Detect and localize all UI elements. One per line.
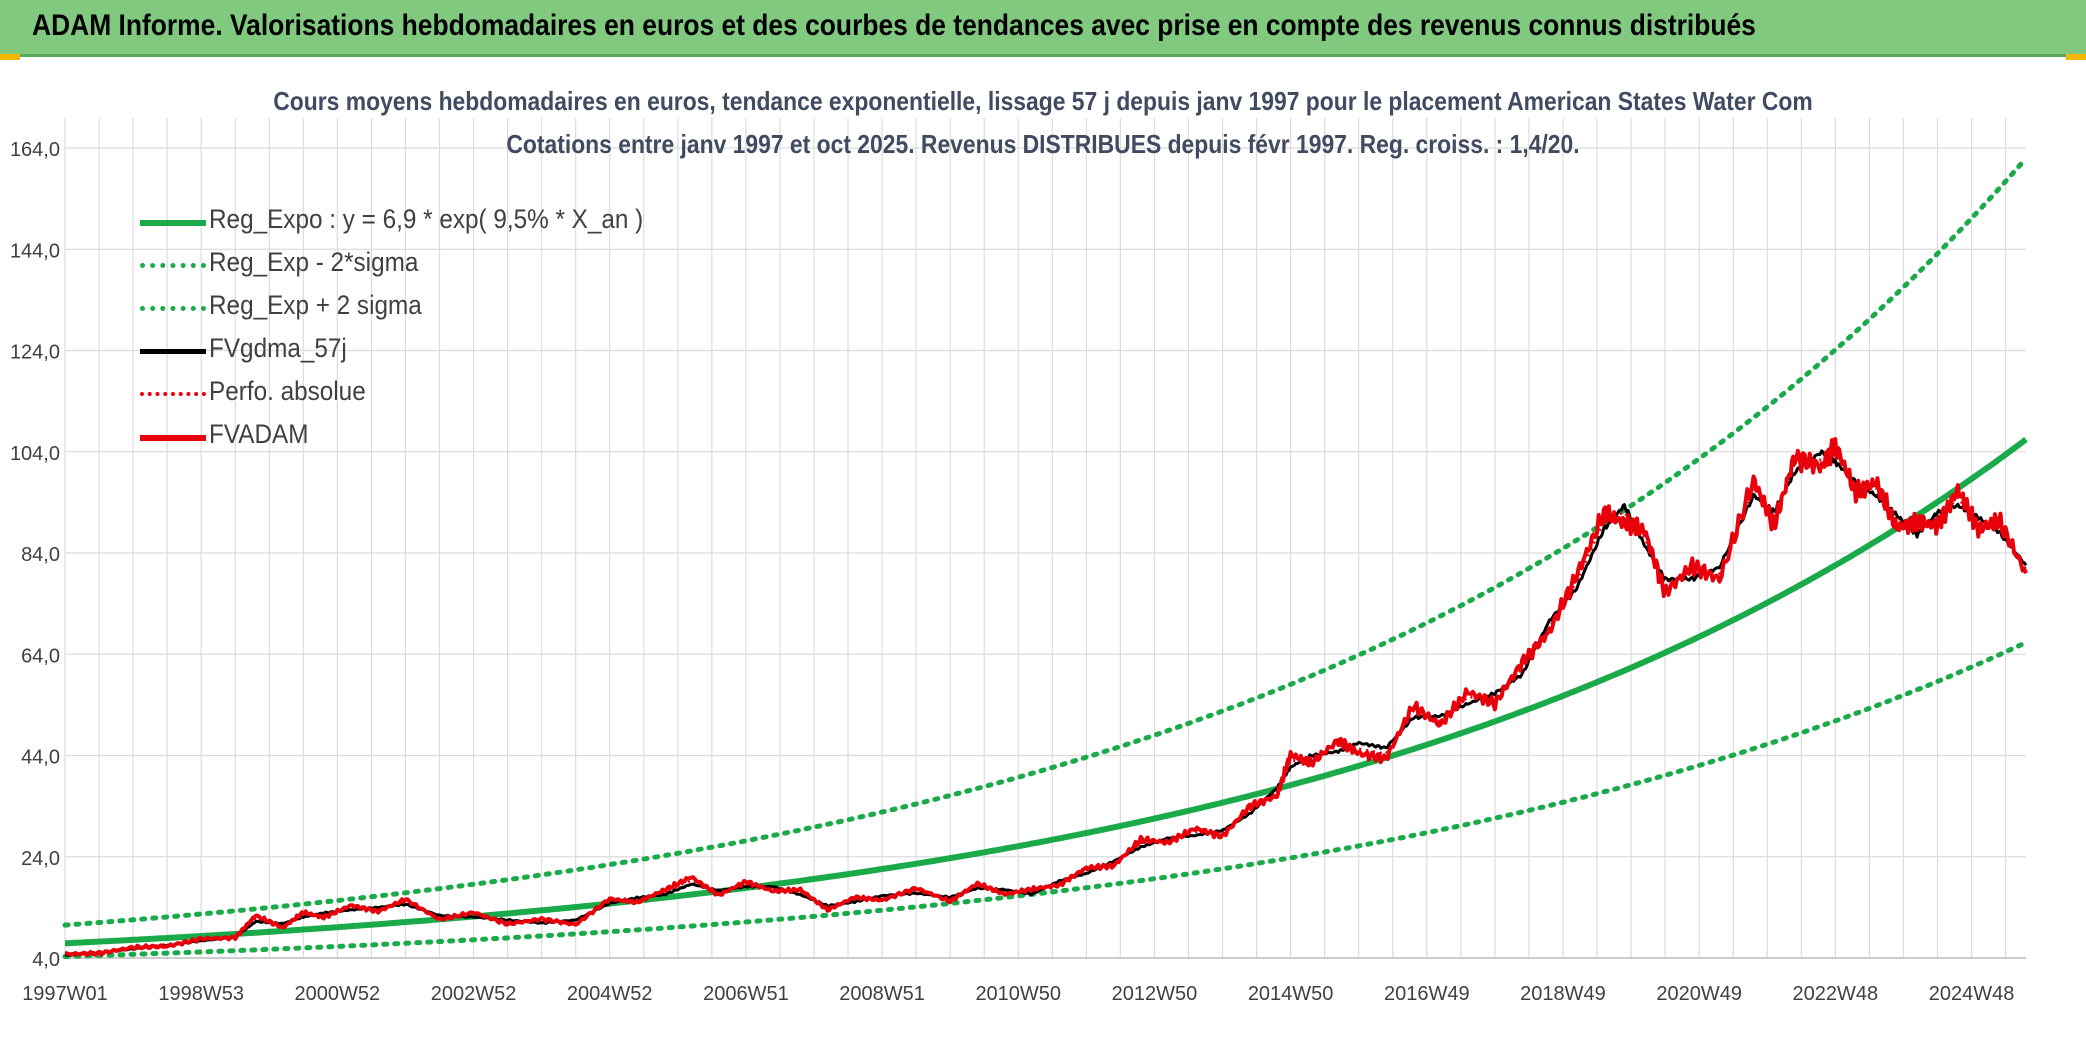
x-tick-label: 2006W51 xyxy=(703,983,789,1005)
x-tick-label: 2008W51 xyxy=(839,983,925,1005)
x-tick-label: 1998W53 xyxy=(158,983,244,1005)
x-tick-label: 1997W01 xyxy=(22,983,108,1005)
legend-swatch xyxy=(140,435,206,441)
legend-swatch xyxy=(140,220,206,226)
y-tick-label: 24,0 xyxy=(21,848,60,870)
y-tick-label: 84,0 xyxy=(21,544,60,566)
corner-mark-right xyxy=(2066,54,2086,60)
legend-label: Reg_Exp - 2*sigma xyxy=(209,247,419,277)
x-tick-label: 2004W52 xyxy=(567,983,653,1005)
legend-swatch xyxy=(140,306,206,311)
legend-label: FVgdma_57j xyxy=(209,333,347,363)
x-tick-label: 2020W49 xyxy=(1656,983,1742,1005)
legend-label: Reg_Expo : y = 6,9 * exp( 9,5% * X_an ) xyxy=(209,204,644,234)
y-tick-label: 164,0 xyxy=(10,139,60,161)
chart-title: Cours moyens hebdomadaires en euros, ten… xyxy=(273,86,1813,116)
x-tick-label: 2002W52 xyxy=(431,983,517,1005)
y-tick-label: 104,0 xyxy=(10,443,60,465)
x-tick-label: 2018W49 xyxy=(1520,983,1606,1005)
legend-swatch xyxy=(140,349,206,354)
series-line-1 xyxy=(62,640,2029,959)
x-tick-label: 2016W49 xyxy=(1384,983,1470,1005)
y-tick-label: 4,0 xyxy=(32,949,60,971)
x-axis-ticks: 1997W01 1998W53 2000W52 2002W52 2004W52 2006W… xyxy=(22,983,2014,1005)
legend-label: Perfo. absolue xyxy=(209,376,366,406)
chart-grid xyxy=(64,118,2026,959)
series-line-0 xyxy=(64,437,2028,947)
x-tick-label: 2014W50 xyxy=(1248,983,1334,1005)
y-axis-ticks: 4,0 24,0 44,0 64,0 84,0 104,0 124,0 144,0 164,0 xyxy=(10,139,60,971)
legend-swatch xyxy=(140,263,206,268)
report-title: ADAM Informe. Valorisations hebdomadaire… xyxy=(32,9,1756,42)
corner-mark-left xyxy=(0,54,20,60)
chart-series xyxy=(62,155,2029,959)
legend-label: FVADAM xyxy=(209,419,309,449)
x-tick-label: 2024W48 xyxy=(1929,983,2015,1005)
y-tick-label: 44,0 xyxy=(21,747,60,769)
y-tick-label: 124,0 xyxy=(10,342,60,364)
y-tick-label: 144,0 xyxy=(10,240,60,262)
report-banner: ADAM Informe. Valorisations hebdomadaire… xyxy=(0,0,2086,57)
x-tick-label: 2022W48 xyxy=(1793,983,1879,1005)
series-line-2 xyxy=(62,155,2029,928)
chart-subtitle: Cotations entre janv 1997 et oct 2025. R… xyxy=(506,129,1580,159)
y-tick-label: 64,0 xyxy=(21,645,60,667)
legend-swatch xyxy=(140,392,206,396)
legend-label: Reg_Exp + 2 sigma xyxy=(209,290,422,320)
x-tick-label: 2010W50 xyxy=(975,983,1061,1005)
x-tick-label: 2012W50 xyxy=(1112,983,1198,1005)
x-tick-label: 2000W52 xyxy=(295,983,381,1005)
series-line-5 xyxy=(65,437,2028,957)
